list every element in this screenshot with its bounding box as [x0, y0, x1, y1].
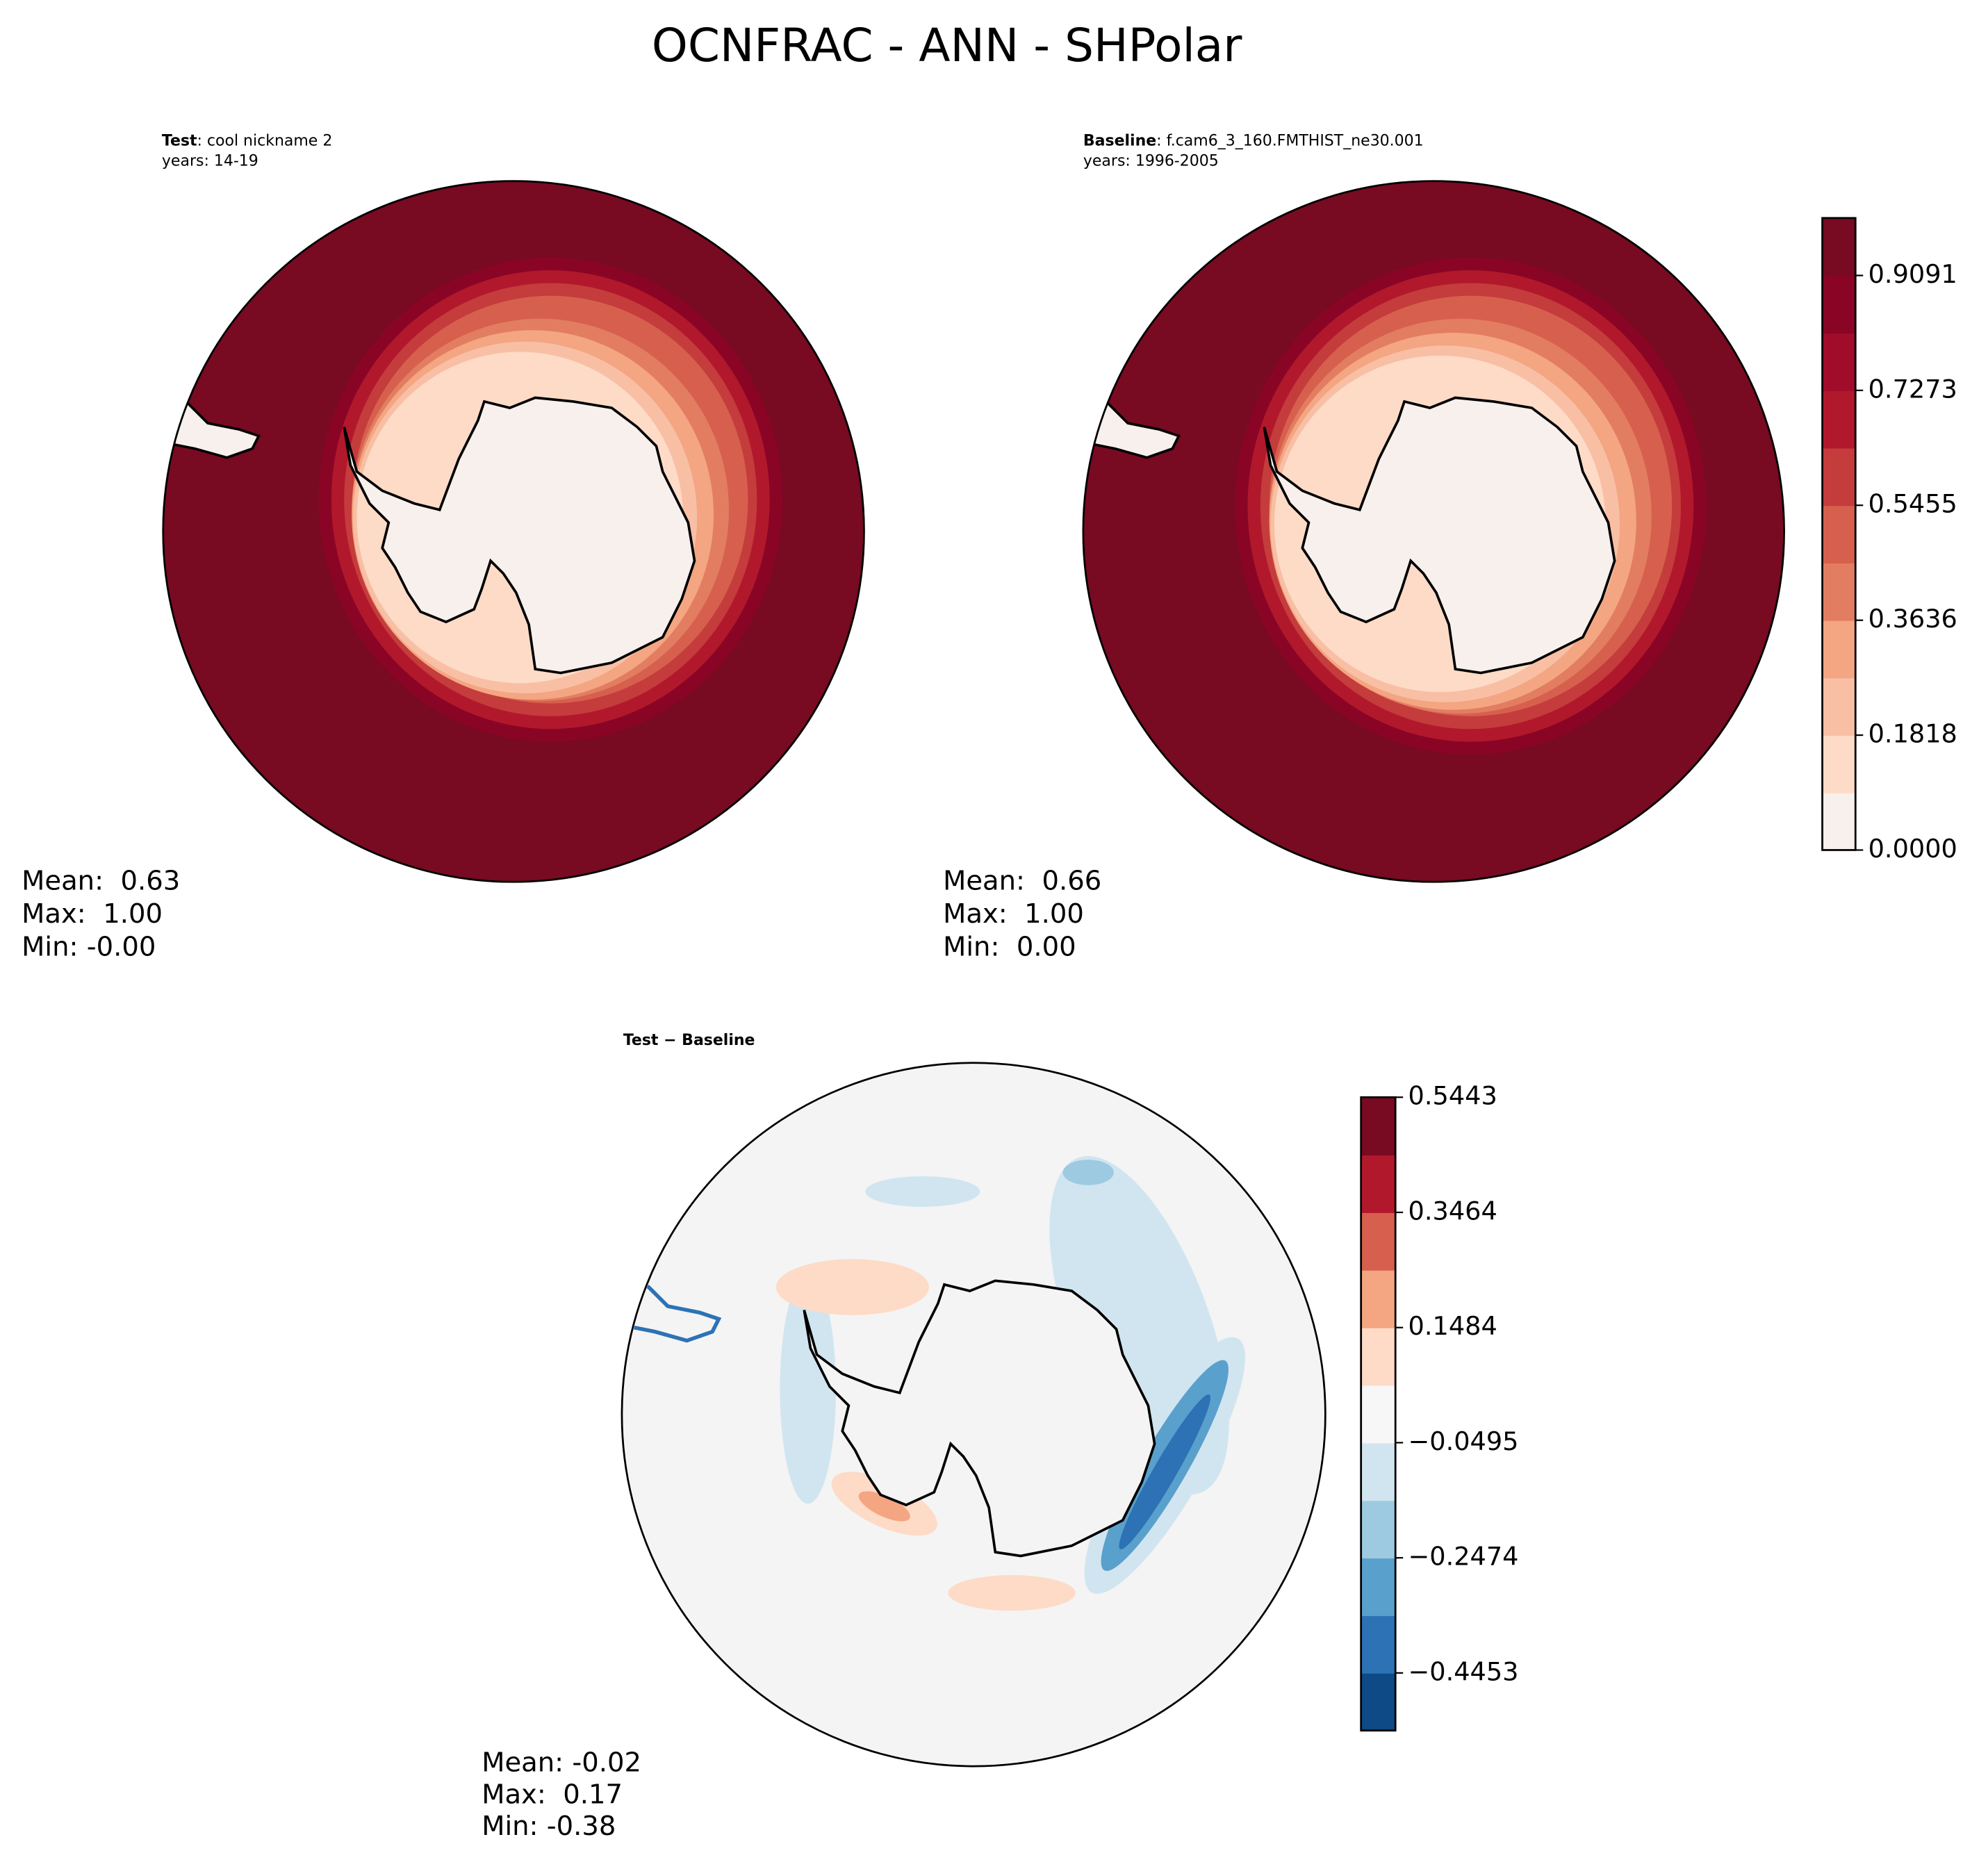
colorbar-band [1822, 792, 1856, 851]
colorbar-band [1822, 562, 1856, 621]
colorbar-tick-label: 0.5443 [1408, 1081, 1497, 1111]
map-test [162, 180, 865, 883]
stat: Max: 1.00 [22, 898, 163, 930]
map-border [1082, 180, 1785, 883]
map-difference [621, 1062, 1326, 1768]
colorbar-band [1361, 1155, 1396, 1213]
figure-title: OCNFRAC - ANN - SHPolar [652, 19, 1242, 72]
map-baseline [1082, 180, 1785, 883]
colorbar-tick-label: 0.1818 [1868, 719, 1957, 749]
colorbar-band [1822, 447, 1856, 507]
colorbar-band [1361, 1615, 1396, 1674]
colorbar-band [1361, 1442, 1396, 1501]
heading-rest: : cool nickname 2 [197, 132, 333, 149]
colorbar-tick-label: 0.3464 [1408, 1196, 1497, 1226]
colorbar-band [1822, 390, 1856, 449]
panel-years: years: 14-19 [162, 153, 258, 170]
colorbar-band [1822, 333, 1856, 391]
panel-heading: Test: cool nickname 2 [162, 132, 332, 149]
colorbar-band [1822, 275, 1856, 334]
colorbar-band [1822, 677, 1856, 736]
colorbar-band [1361, 1672, 1396, 1731]
colorbars: 0.0000 0.1818 0.3636 0.5455 0.7273 0.9091 −0.4… [1360, 217, 1957, 1732]
stat: Min: -0.38 [482, 1811, 616, 1842]
colorbar-band [1822, 217, 1856, 277]
stat: Max: 1.00 [943, 898, 1084, 930]
colorbar-tick-label: −0.4453 [1408, 1656, 1519, 1686]
colorbar-band [1361, 1327, 1396, 1386]
stat: Mean: 0.66 [943, 865, 1101, 896]
heading-rest: : f.cam6_3_160.FMTHIST_ne30.001 [1156, 132, 1424, 149]
colorbar-tick-label: −0.0495 [1408, 1426, 1519, 1456]
map-border [162, 180, 865, 883]
map-border [621, 1062, 1326, 1768]
stat: Min: 0.00 [943, 932, 1076, 963]
panel-heading: Test − Baseline [623, 1032, 755, 1049]
colorbar-band [1822, 505, 1856, 563]
colorbar-tick-label: −0.2474 [1408, 1542, 1519, 1572]
colorbar-band [1361, 1385, 1396, 1444]
heading-bold: Baseline [1083, 132, 1156, 149]
colorbar-band [1361, 1212, 1396, 1271]
stat: Min: -0.00 [22, 932, 156, 963]
stat: Mean: -0.02 [482, 1747, 641, 1778]
panel-years: years: 1996-2005 [1083, 153, 1219, 170]
stat: Mean: 0.63 [22, 865, 180, 896]
colorbar-tick-label: 0.5455 [1868, 489, 1957, 519]
colorbar-tick-label: 0.9091 [1868, 259, 1957, 289]
colorbar-frame [1821, 217, 1857, 851]
colorbar-band [1361, 1500, 1396, 1559]
colorbar-band [1361, 1269, 1396, 1328]
panel-heading: Baseline: f.cam6_3_160.FMTHIST_ne30.001 [1083, 132, 1424, 149]
difference-blobs [775, 1155, 1245, 1611]
colorbar-band [1361, 1097, 1396, 1156]
stat: Max: 0.17 [482, 1779, 623, 1810]
colorbar-frame [1360, 1096, 1397, 1732]
colorbar-tick-label: 0.7273 [1868, 374, 1957, 404]
colorbar-tick-label: 0.0000 [1868, 834, 1957, 864]
heading-bold: Test [162, 132, 197, 149]
colorbar-tick-label: 0.3636 [1868, 604, 1957, 634]
colorbar-band [1822, 620, 1856, 679]
colorbar-tick-label: 0.1484 [1408, 1311, 1497, 1341]
colorbar-band [1822, 735, 1856, 793]
colorbar-band [1361, 1558, 1396, 1616]
